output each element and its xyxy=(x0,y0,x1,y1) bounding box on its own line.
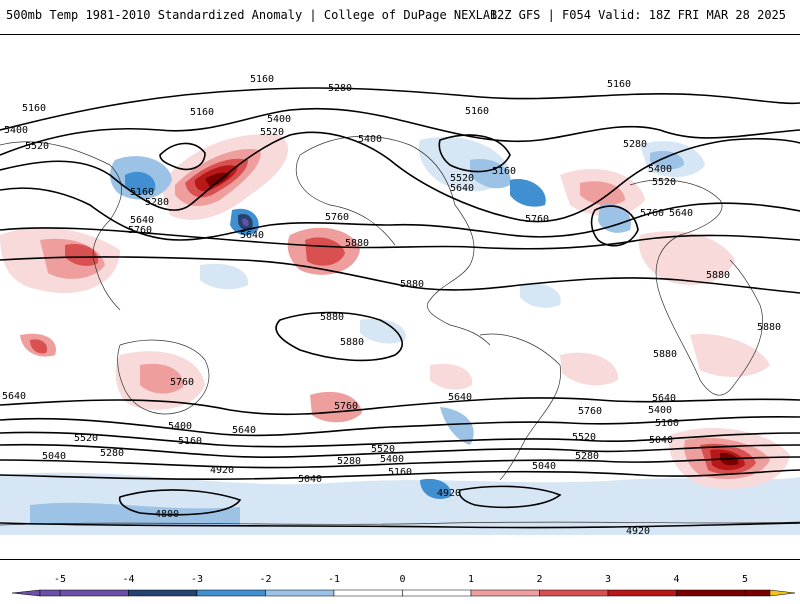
contour-label-5040: 5040 xyxy=(42,451,66,462)
colorbar-segment xyxy=(265,589,335,597)
contour-label-5520: 5520 xyxy=(371,444,395,455)
contour-label-5760: 5760 xyxy=(325,212,349,223)
contour-label-5400: 5400 xyxy=(648,164,672,175)
colorbar-segments xyxy=(11,589,796,597)
contour-label-5280: 5280 xyxy=(575,451,599,462)
contour-label-5880: 5880 xyxy=(320,312,344,323)
contour-label-5640: 5640 xyxy=(652,393,676,404)
contour-label-5040: 5040 xyxy=(649,435,673,446)
contour-label-5160: 5160 xyxy=(655,418,679,429)
colorbar-tick-label: 1 xyxy=(468,574,474,585)
contour-label-5040: 5040 xyxy=(532,461,556,472)
colorbar-ticks: -5 -4 -3 -2 -1 0 1 2 3 4 5 xyxy=(54,574,748,585)
contour-label-5160: 5160 xyxy=(388,467,412,478)
colorbar-segment xyxy=(676,589,746,597)
contour-label-5400: 5400 xyxy=(267,114,291,125)
colorbar-segment xyxy=(607,589,677,597)
contour-label-5160: 5160 xyxy=(465,106,489,117)
contour-label-5880: 5880 xyxy=(757,322,781,333)
contour-label-5640: 5640 xyxy=(448,392,472,403)
run-info: 12Z GFS | F054 Valid: 18Z FRI MAR 28 202… xyxy=(489,8,786,22)
colorbar-segment xyxy=(402,589,472,597)
colorbar-tick-label: -3 xyxy=(191,574,203,585)
contour-label-5520: 5520 xyxy=(25,141,49,152)
colorbar-tick-label: 0 xyxy=(399,574,405,585)
contour-label-5880: 5880 xyxy=(345,238,369,249)
colorbar-svg: -5 -4 -3 -2 -1 0 1 2 3 4 5 xyxy=(11,574,796,597)
contour-label-5280: 5280 xyxy=(623,139,647,150)
contour-label-5160: 5160 xyxy=(22,103,46,114)
anomaly-shading xyxy=(0,134,800,535)
contour-label-5640: 5640 xyxy=(2,391,26,402)
contour-label-5760: 5760 xyxy=(170,377,194,388)
colorbar-tick-label: -2 xyxy=(259,574,271,585)
contour-label-5760: 5760 xyxy=(334,401,358,412)
contour-label-5640: 5640 xyxy=(232,425,256,436)
height-contours xyxy=(0,87,800,529)
contour-label-5400: 5400 xyxy=(168,421,192,432)
colorbar-tick-label: 5 xyxy=(742,574,748,585)
colorbar-segment xyxy=(196,589,266,597)
contour-labels: 5160 5160 5280 5160 5160 5160 5400 5400 … xyxy=(2,74,781,537)
contour-label-5400: 5400 xyxy=(358,134,382,145)
contour-label-5640: 5640 xyxy=(240,230,264,241)
contour-label-5880: 5880 xyxy=(706,270,730,281)
contour-label-5520: 5520 xyxy=(572,432,596,443)
colorbar-segment xyxy=(333,589,403,597)
contour-label-5280: 5280 xyxy=(328,83,352,94)
colorbar-segment xyxy=(59,589,129,597)
contour-label-4920: 4920 xyxy=(210,465,234,476)
contour-label-4800: 4800 xyxy=(155,509,179,520)
contour-label-5160: 5160 xyxy=(250,74,274,85)
contour-label-5400: 5400 xyxy=(648,405,672,416)
contour-label-5520: 5520 xyxy=(260,127,284,138)
contour-label-5160: 5160 xyxy=(178,436,202,447)
contour-label-5160: 5160 xyxy=(190,107,214,118)
coastlines xyxy=(0,135,800,526)
colorbar-tick-label: 3 xyxy=(605,574,611,585)
contour-label-5640: 5640 xyxy=(450,183,474,194)
colorbar-tick-label: -5 xyxy=(54,574,66,585)
colorbar-segment xyxy=(39,589,61,597)
contour-label-5880: 5880 xyxy=(340,337,364,348)
contour-label-5880: 5880 xyxy=(400,279,424,290)
colorbar-segment xyxy=(470,589,540,597)
contour-label-5760: 5760 xyxy=(640,208,664,219)
contour-label-5520: 5520 xyxy=(74,433,98,444)
contour-label-4920: 4920 xyxy=(437,488,461,499)
contour-label-5280: 5280 xyxy=(100,448,124,459)
contour-label-5160: 5160 xyxy=(607,79,631,90)
contour-label-5160: 5160 xyxy=(130,187,154,198)
header: 500mb Temp 1981-2010 Standardized Anomal… xyxy=(0,0,800,34)
colorbar: -5 -4 -3 -2 -1 0 1 2 3 4 5 xyxy=(0,560,800,600)
colorbar-tick-label: 2 xyxy=(536,574,542,585)
contour-label-5280: 5280 xyxy=(145,197,169,208)
map-title: 500mb Temp 1981-2010 Standardized Anomal… xyxy=(6,8,498,22)
contour-label-5280: 5280 xyxy=(337,456,361,467)
colorbar-tick-label: -1 xyxy=(328,574,340,585)
colorbar-max-arrow xyxy=(769,589,796,597)
map-panel: 5160 5160 5280 5160 5160 5160 5400 5400 … xyxy=(0,34,800,560)
colorbar-segment xyxy=(744,589,771,597)
anomaly-map: 5160 5160 5280 5160 5160 5160 5400 5400 … xyxy=(0,74,800,537)
contour-label-4920: 4920 xyxy=(626,526,650,537)
contour-label-5760: 5760 xyxy=(578,406,602,417)
contour-label-5640: 5640 xyxy=(669,208,693,219)
colorbar-segment xyxy=(539,589,609,597)
contour-label-5400: 5400 xyxy=(4,125,28,136)
contour-label-5760: 5760 xyxy=(128,225,152,236)
contour-label-5400: 5400 xyxy=(380,454,404,465)
contour-label-5040: 5040 xyxy=(298,474,322,485)
contour-label-5640: 5640 xyxy=(130,215,154,226)
contour-label-5160: 5160 xyxy=(492,166,516,177)
contour-label-5760: 5760 xyxy=(525,214,549,225)
colorbar-tick-label: 4 xyxy=(673,574,679,585)
colorbar-segment xyxy=(128,589,198,597)
contour-label-5520: 5520 xyxy=(450,173,474,184)
colorbar-tick-label: -4 xyxy=(122,574,134,585)
colorbar-min-arrow xyxy=(11,589,41,597)
contour-label-5880: 5880 xyxy=(653,349,677,360)
contour-label-5520: 5520 xyxy=(652,177,676,188)
